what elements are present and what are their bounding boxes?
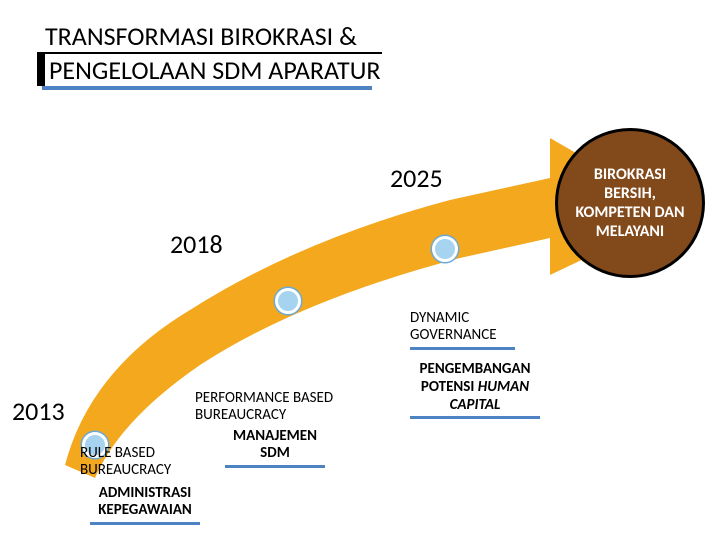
stage3-sublabel: PENGEMBANGAN POTENSI HUMAN CAPITAL (410, 360, 540, 419)
stage1-label-line2: BUREAUCRACY (80, 461, 171, 479)
stage2-sublabel: MANAJEMEN SDM (225, 428, 325, 468)
stage2-sub-line1: MANAJEMEN (233, 427, 317, 445)
diagram-stage: TRANSFORMASI BIROKRASI & PENGELOLAAN SDM… (0, 0, 720, 540)
stage1-label-line1: RULE BASED (80, 444, 155, 462)
goal-text: BIROKRASI BERSIH, KOMPETEN DAN MELAYANI (570, 165, 690, 242)
stage2-label: PERFORMANCE BASED BUREAUCRACY (195, 390, 333, 425)
stage2-sub-line2: SDM (260, 444, 290, 462)
stage3-label-underline (410, 347, 515, 350)
stage3-label-line2: GOVERNANCE (410, 326, 497, 344)
stage1-label: RULE BASED BUREAUCRACY (80, 445, 171, 480)
stage1-sublabel: ADMINISTRASI KEPEGAWAIAN (90, 485, 200, 525)
stage3-label: DYNAMIC GOVERNANCE (410, 310, 515, 350)
stage2-label-line2: BUREAUCRACY (195, 406, 286, 424)
stage3-label-line1: DYNAMIC (410, 309, 469, 327)
stage3-sub-line2a: POTENSI (421, 378, 475, 396)
goal-circle: BIROKRASI BERSIH, KOMPETEN DAN MELAYANI (555, 128, 705, 278)
stage2-underline (225, 465, 325, 468)
year-2025: 2025 (390, 162, 443, 194)
stage1-underline (90, 522, 200, 525)
year-2013: 2013 (12, 395, 65, 427)
stage3-sub-line1: PENGEMBANGAN (420, 360, 531, 378)
stage1-sub-line1: ADMINISTRASI (99, 484, 192, 502)
stage3-sub-line3: CAPITAL (450, 396, 501, 414)
stage2-label-line1: PERFORMANCE BASED (195, 389, 333, 407)
stage3-sub-line2b: HUMAN (478, 378, 529, 396)
year-2018: 2018 (170, 228, 223, 260)
stage1-sub-line2: KEPEGAWAIAN (98, 501, 192, 519)
milestone-marker-2018 (275, 288, 301, 314)
milestone-marker-2025 (432, 236, 458, 262)
stage3-underline (410, 416, 540, 419)
